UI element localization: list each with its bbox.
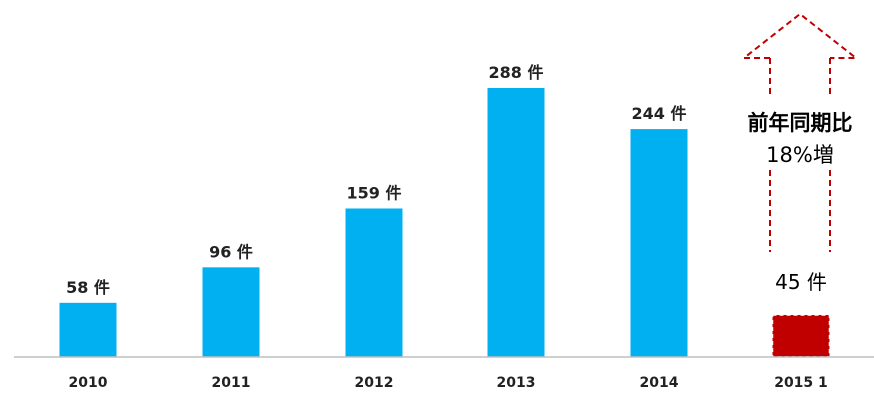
annotation-group: 前年同期比 18%増 <box>744 14 856 252</box>
bar-2013 <box>488 88 545 357</box>
x-tick-label: 2012 <box>355 375 394 391</box>
x-tick-label: 2013 <box>497 375 536 391</box>
data-labels-group: 58 件 96 件 159 件 288 件 244 件 45 件 <box>66 63 827 297</box>
x-tick-labels-group: 2010 2011 2012 2013 2014 2015 1 <box>69 375 828 391</box>
bar-2015-1 <box>773 315 830 357</box>
data-label: 58 件 <box>66 278 110 297</box>
data-label: 288 件 <box>489 63 544 82</box>
bar-2014 <box>631 129 688 357</box>
data-label: 45 件 <box>775 270 827 294</box>
data-label: 96 件 <box>209 242 253 261</box>
data-label: 244 件 <box>632 104 687 123</box>
x-tick-label: 2014 <box>640 375 679 391</box>
bar-2011 <box>203 267 260 357</box>
data-label: 159 件 <box>347 183 402 202</box>
x-tick-label: 2010 <box>69 375 108 391</box>
x-tick-label: 2011 <box>212 375 251 391</box>
bar-2012 <box>346 208 403 357</box>
annotation-line-1: 前年同期比 <box>748 111 853 135</box>
bar-2010 <box>60 303 117 357</box>
x-tick-label: 2015 1 <box>774 375 828 391</box>
bars-group <box>60 88 830 357</box>
annotation-line-2: 18%増 <box>766 143 834 167</box>
